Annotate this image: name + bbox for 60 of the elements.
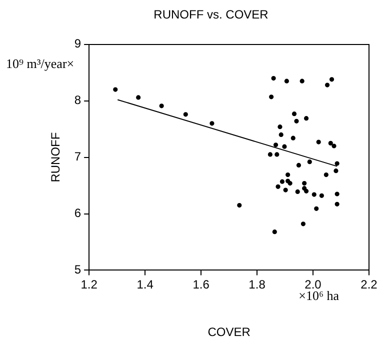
point <box>278 132 284 138</box>
point <box>276 184 280 189</box>
text: 10⁹ m³/year× <box>6 56 74 71</box>
point <box>304 116 309 121</box>
point <box>328 140 333 146</box>
point <box>274 152 280 157</box>
point <box>268 152 272 157</box>
point <box>334 168 338 174</box>
point <box>280 179 285 184</box>
x-axis-title: COVER <box>208 325 251 340</box>
point <box>294 118 299 124</box>
point <box>136 95 141 100</box>
point <box>300 222 306 226</box>
point <box>271 76 276 81</box>
point <box>237 202 242 208</box>
point <box>332 144 336 148</box>
point <box>159 104 164 108</box>
point <box>334 192 340 196</box>
point <box>302 180 307 186</box>
point <box>300 78 304 84</box>
x-tick-label: 2.2 <box>360 278 378 292</box>
y-tick-label: 9 <box>74 36 82 51</box>
point <box>302 186 307 191</box>
point <box>210 121 214 126</box>
point <box>312 192 316 197</box>
point <box>292 112 297 116</box>
point <box>273 142 278 148</box>
point <box>307 160 312 164</box>
point <box>316 140 321 144</box>
y-axis-title: RUNOFF <box>48 132 63 182</box>
point <box>319 193 324 198</box>
point <box>282 144 287 149</box>
point <box>290 136 296 140</box>
point <box>296 162 302 168</box>
x-tick-label: 1.6 <box>192 278 210 292</box>
point <box>324 172 328 178</box>
point <box>314 206 319 211</box>
point <box>288 180 292 186</box>
point <box>284 78 289 84</box>
point <box>334 202 340 206</box>
y-tick-label: 5 <box>74 262 82 277</box>
x-tick-label: 1.4 <box>136 278 154 292</box>
point <box>304 188 309 194</box>
point <box>183 112 188 117</box>
point <box>324 82 330 88</box>
point <box>295 189 300 194</box>
point <box>269 94 274 100</box>
x-tick-label: 1.8 <box>248 278 266 292</box>
point <box>272 230 277 234</box>
x-tick-label: 1.2 <box>80 278 98 292</box>
point <box>113 87 118 92</box>
y-tick-label: 6 <box>74 206 82 220</box>
chart-title: RUNOFF vs. COVER <box>154 8 269 22</box>
point <box>334 161 340 166</box>
point <box>286 172 290 178</box>
y-tick-label: 8 <box>74 93 82 108</box>
point <box>329 77 334 82</box>
y-tick-label: 7 <box>74 150 82 164</box>
point <box>283 188 288 192</box>
point <box>278 124 282 130</box>
